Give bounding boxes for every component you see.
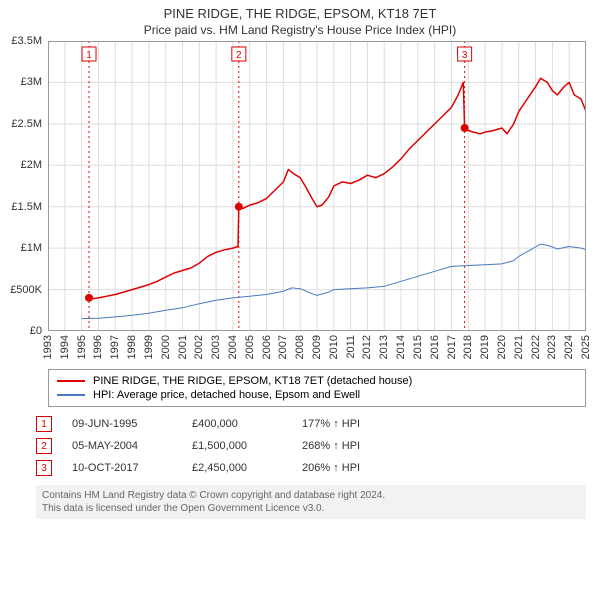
- x-axis-label: 1996: [92, 335, 104, 359]
- y-axis-label: £3.5M: [11, 35, 42, 47]
- footer-line: Contains HM Land Registry data © Crown c…: [42, 489, 580, 502]
- event-price: £1,500,000: [192, 440, 282, 452]
- x-axis-label: 2013: [378, 335, 390, 359]
- x-axis-label: 2003: [210, 335, 222, 359]
- x-axis-label: 2007: [277, 335, 289, 359]
- x-axis-label: 2010: [328, 335, 340, 359]
- x-axis-label: 2014: [395, 335, 407, 359]
- y-axis-label: £1.5M: [11, 201, 42, 213]
- x-axis-label: 1993: [42, 335, 54, 359]
- y-axis-label: £2.5M: [11, 118, 42, 130]
- event-row: 2 05-MAY-2004 £1,500,000 268% ↑ HPI: [36, 435, 586, 457]
- x-axis-label: 1994: [59, 335, 71, 359]
- x-axis-label: 1998: [126, 335, 138, 359]
- legend-label: HPI: Average price, detached house, Epso…: [93, 389, 360, 401]
- x-axis-label: 1995: [76, 335, 88, 359]
- event-date: 05-MAY-2004: [72, 440, 172, 452]
- event-price: £400,000: [192, 418, 282, 430]
- x-axis-label: 2022: [530, 335, 542, 359]
- x-axis-label: 1997: [109, 335, 121, 359]
- x-axis-label: 1999: [143, 335, 155, 359]
- y-axis-label: £3M: [21, 76, 42, 88]
- x-axis-label: 2016: [429, 335, 441, 359]
- chart-svg: 1 2 3: [48, 41, 586, 331]
- x-axis-label: 2008: [294, 335, 306, 359]
- svg-text:1: 1: [86, 50, 92, 61]
- event-marker-dot: [235, 203, 243, 211]
- x-axis-label: 2004: [227, 335, 239, 359]
- legend-item: PINE RIDGE, THE RIDGE, EPSOM, KT18 7ET (…: [57, 374, 577, 388]
- y-axis-label: £500K: [10, 284, 42, 296]
- chart-subtitle: Price paid vs. HM Land Registry's House …: [0, 23, 600, 37]
- x-axis-label: 2019: [479, 335, 491, 359]
- x-axis-label: 2015: [412, 335, 424, 359]
- event-hpi: 177% ↑ HPI: [302, 418, 392, 430]
- footer-attribution: Contains HM Land Registry data © Crown c…: [36, 485, 586, 519]
- x-axis-label: 2011: [345, 335, 357, 359]
- x-axis-label: 2020: [496, 335, 508, 359]
- x-axis-label: 2005: [244, 335, 256, 359]
- event-badge: 1: [36, 416, 52, 432]
- event-row: 1 09-JUN-1995 £400,000 177% ↑ HPI: [36, 413, 586, 435]
- legend-label: PINE RIDGE, THE RIDGE, EPSOM, KT18 7ET (…: [93, 375, 412, 387]
- y-axis-label: £0: [30, 325, 42, 337]
- event-date: 09-JUN-1995: [72, 418, 172, 430]
- x-axis-label: 2006: [261, 335, 273, 359]
- y-axis-label: £2M: [21, 159, 42, 171]
- footer-line: This data is licensed under the Open Gov…: [42, 502, 580, 515]
- event-row: 3 10-OCT-2017 £2,450,000 206% ↑ HPI: [36, 457, 586, 479]
- x-axis-label: 2018: [462, 335, 474, 359]
- x-axis-label: 2009: [311, 335, 323, 359]
- plot-area: £0£500K£1M£1.5M£2M£2.5M£3M£3.5M199319941…: [48, 41, 586, 331]
- x-axis-label: 2012: [361, 335, 373, 359]
- x-axis-label: 2002: [193, 335, 205, 359]
- x-axis-label: 2017: [446, 335, 458, 359]
- x-axis-label: 2001: [177, 335, 189, 359]
- legend-item: HPI: Average price, detached house, Epso…: [57, 388, 577, 402]
- event-badge: 2: [36, 438, 52, 454]
- x-axis-label: 2024: [563, 335, 575, 359]
- x-axis-label: 2000: [160, 335, 172, 359]
- x-axis-label: 2023: [546, 335, 558, 359]
- chart-container: PINE RIDGE, THE RIDGE, EPSOM, KT18 7ET P…: [0, 0, 600, 519]
- x-axis-label: 2021: [513, 335, 525, 359]
- event-hpi: 206% ↑ HPI: [302, 462, 392, 474]
- svg-text:2: 2: [236, 50, 242, 61]
- legend: PINE RIDGE, THE RIDGE, EPSOM, KT18 7ET (…: [48, 369, 586, 407]
- legend-swatch: [57, 394, 85, 396]
- event-badge: 3: [36, 460, 52, 476]
- svg-text:3: 3: [462, 50, 468, 61]
- event-marker-dot: [85, 294, 93, 302]
- y-axis-label: £1M: [21, 242, 42, 254]
- legend-swatch: [57, 380, 85, 382]
- event-marker-dot: [461, 124, 469, 132]
- x-axis-label: 2025: [580, 335, 592, 359]
- event-price: £2,450,000: [192, 462, 282, 474]
- events-table: 1 09-JUN-1995 £400,000 177% ↑ HPI 2 05-MAY-20…: [36, 413, 586, 479]
- title-block: PINE RIDGE, THE RIDGE, EPSOM, KT18 7ET P…: [0, 0, 600, 37]
- chart-title: PINE RIDGE, THE RIDGE, EPSOM, KT18 7ET: [0, 6, 600, 21]
- event-hpi: 268% ↑ HPI: [302, 440, 392, 452]
- event-date: 10-OCT-2017: [72, 462, 172, 474]
